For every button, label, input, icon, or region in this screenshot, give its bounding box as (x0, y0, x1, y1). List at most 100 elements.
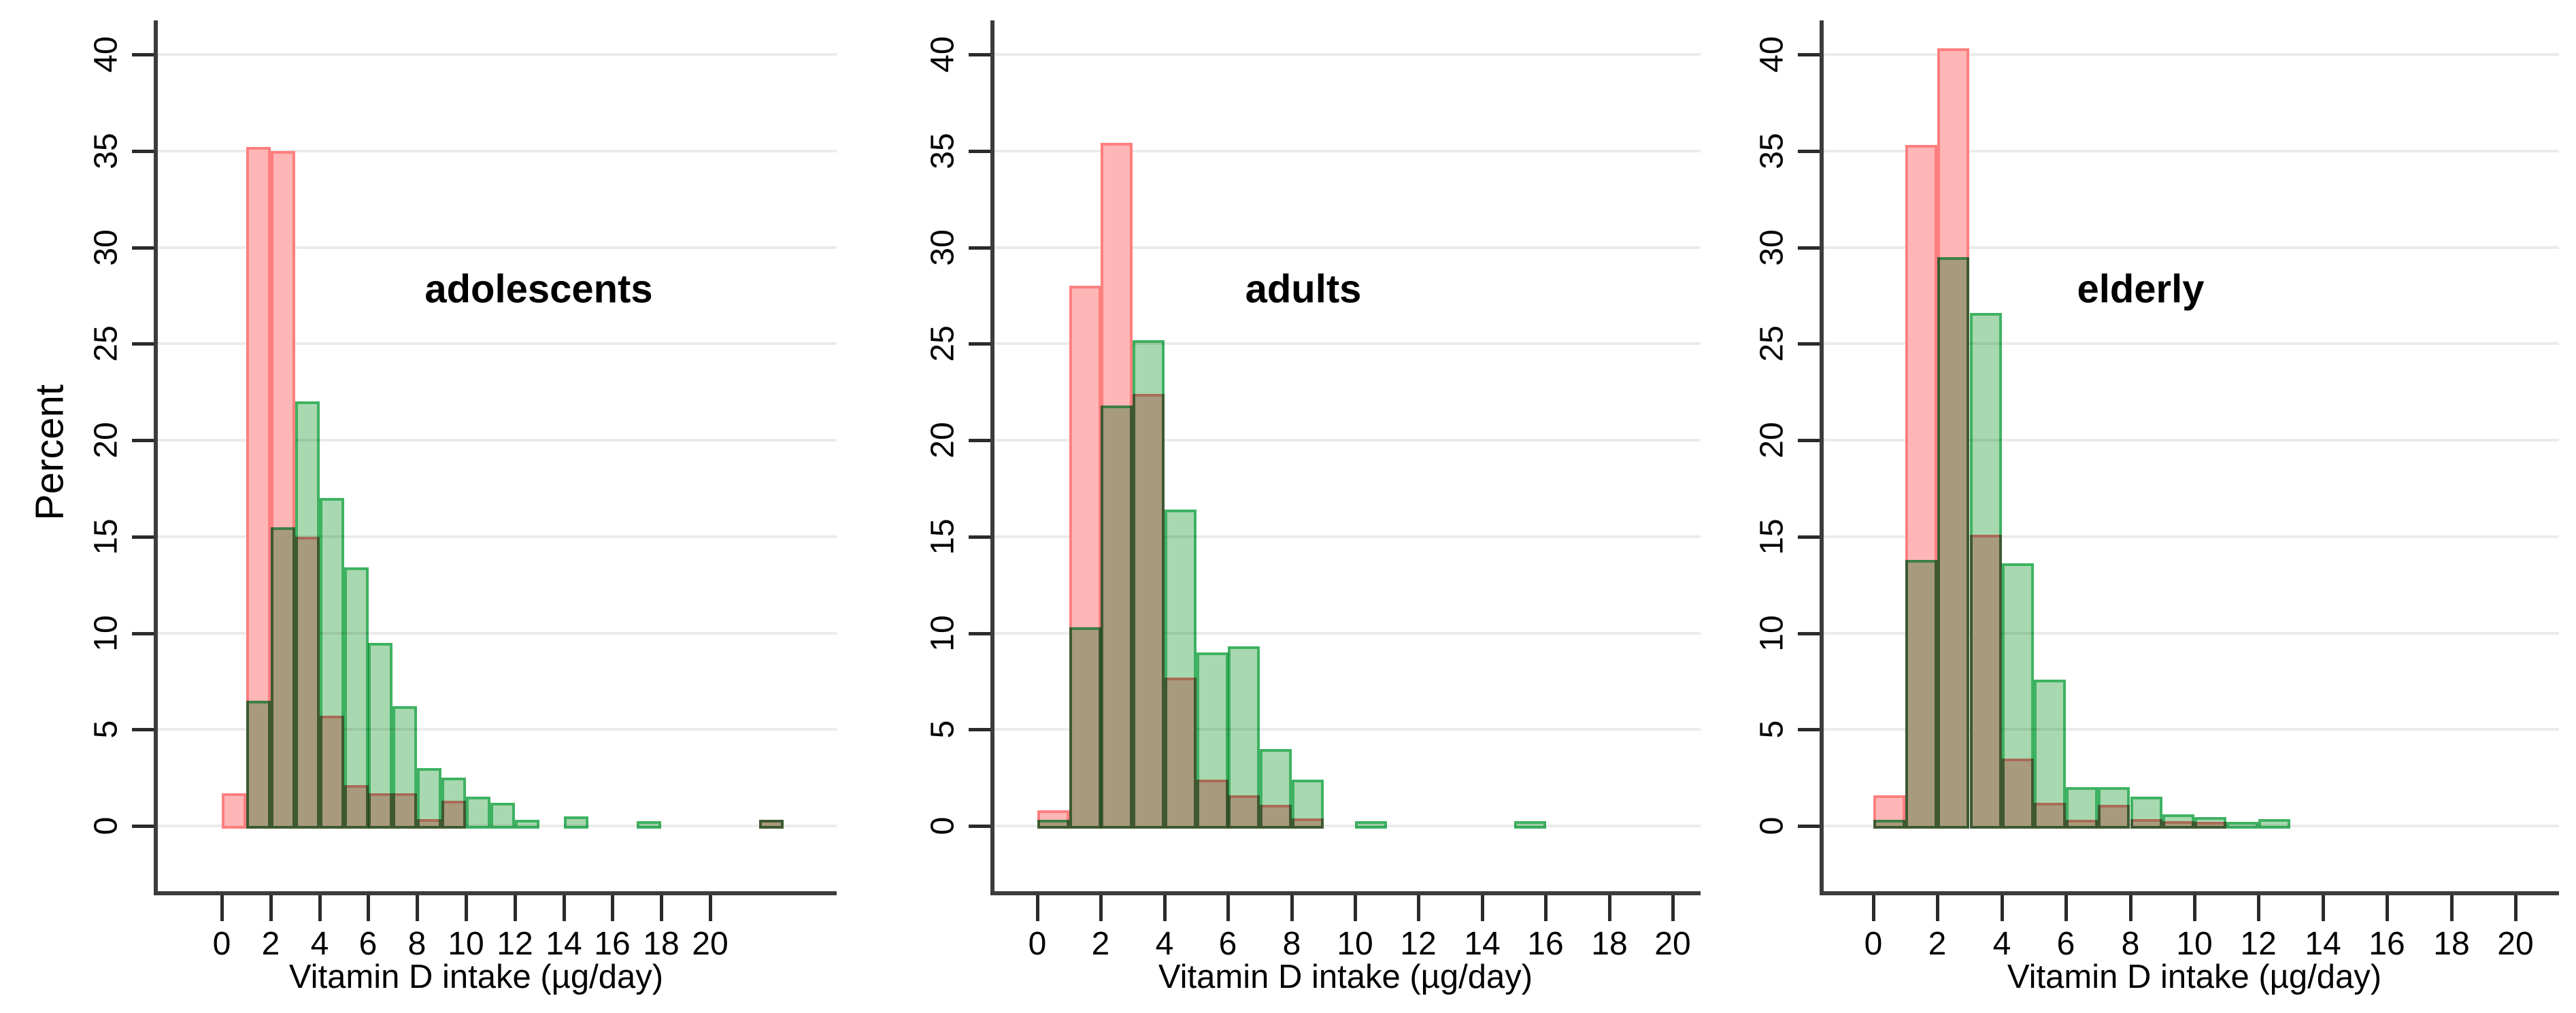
y-tick-mark (1798, 342, 1820, 346)
x-tick-label: 18 (2433, 926, 2470, 962)
y-tick-mark (132, 728, 154, 732)
y-tick-mark (1798, 825, 1820, 828)
x-tick-label: 10 (2176, 926, 2213, 962)
x-axis-line (1820, 891, 2559, 895)
green-histogram-bar (271, 527, 295, 829)
y-gridline (994, 246, 1701, 249)
x-tick-label: 0 (1864, 926, 1883, 962)
x-tick-mark (2193, 895, 2196, 921)
green-histogram-bar (1514, 821, 1546, 829)
x-tick-mark (1671, 895, 1675, 921)
x-tick-mark (1417, 895, 1420, 921)
y-gridline (1824, 439, 2559, 442)
y-gridline (1824, 728, 2559, 731)
y-tick-label: 20 (88, 422, 124, 459)
y-gridline (1824, 246, 2559, 249)
x-tick-mark (318, 895, 322, 921)
y-tick-label: 35 (924, 133, 961, 169)
green-histogram-bar (2162, 814, 2194, 829)
y-axis-line (154, 20, 158, 895)
green-histogram-bar (1292, 780, 1324, 829)
green-histogram-bar (295, 401, 320, 829)
x-tick-mark (1608, 895, 1611, 921)
x-tick-label: 8 (1282, 926, 1301, 962)
y-tick-label: 40 (1754, 36, 1790, 73)
green-histogram-bar (392, 706, 417, 829)
y-gridline (994, 535, 1701, 538)
x-tick-label: 14 (2305, 926, 2341, 962)
x-tick-mark (2450, 895, 2454, 921)
y-tick-label: 20 (924, 422, 961, 459)
x-tick-mark (2514, 895, 2518, 921)
x-tick-label: 16 (1527, 926, 1564, 962)
y-gridline (158, 631, 837, 635)
y-tick-label: 25 (1754, 325, 1790, 362)
y-tick-mark (969, 631, 990, 635)
x-tick-label: 4 (1155, 926, 1174, 962)
green-histogram-bar (564, 816, 588, 829)
x-tick-mark (416, 895, 419, 921)
green-histogram-bar (344, 567, 369, 829)
y-gridline (158, 342, 837, 346)
y-tick-mark (1798, 439, 1820, 442)
x-axis-line (990, 891, 1701, 895)
y-tick-mark (1798, 535, 1820, 539)
y-tick-mark (1798, 631, 1820, 635)
x-tick-mark (1872, 895, 1875, 921)
x-tick-mark (2129, 895, 2132, 921)
y-tick-mark (132, 246, 154, 250)
y-gridline (158, 439, 837, 442)
green-histogram-bar (1937, 257, 1969, 829)
y-gridline (1824, 342, 2559, 346)
x-tick-label: 10 (1337, 926, 1373, 962)
y-gridline (158, 728, 837, 731)
green-histogram-bar (246, 701, 271, 829)
x-tick-mark (709, 895, 712, 921)
green-histogram-bar (1228, 646, 1260, 829)
x-tick-mark (269, 895, 273, 921)
green-histogram-bar (1069, 627, 1101, 829)
green-histogram-bar (2194, 817, 2226, 829)
x-tick-mark (465, 895, 468, 921)
x-tick-mark (1099, 895, 1103, 921)
y-tick-label: 15 (1754, 518, 1790, 555)
y-tick-mark (969, 53, 990, 56)
red-histogram-bar (222, 793, 246, 829)
x-tick-label: 0 (212, 926, 231, 962)
x-tick-mark (367, 895, 370, 921)
y-gridline (994, 342, 1701, 346)
x-tick-label: 14 (546, 926, 582, 962)
green-histogram-bar (441, 778, 466, 829)
green-histogram-bar (368, 643, 392, 829)
y-tick-mark (969, 825, 990, 828)
x-tick-mark (1936, 895, 1939, 921)
x-tick-label: 20 (1654, 926, 1691, 962)
green-histogram-bar (2130, 797, 2162, 829)
y-axis-title: Percent (27, 384, 72, 520)
y-gridline (994, 439, 1701, 442)
green-histogram-bar (1133, 340, 1165, 829)
x-tick-label: 2 (1091, 926, 1110, 962)
y-gridline (158, 246, 837, 249)
y-tick-label: 0 (88, 816, 124, 835)
green-histogram-bar (1873, 820, 1905, 829)
green-histogram-bar (1037, 820, 1069, 829)
y-axis-line (990, 20, 994, 895)
x-tick-label: 18 (643, 926, 680, 962)
x-axis-line (154, 891, 837, 895)
green-histogram-bar (2066, 787, 2098, 829)
y-tick-label: 30 (924, 229, 961, 266)
y-tick-label: 40 (88, 36, 124, 73)
x-tick-mark (1163, 895, 1167, 921)
x-tick-mark (2257, 895, 2260, 921)
y-tick-label: 25 (924, 325, 961, 362)
y-tick-mark (132, 631, 154, 635)
x-tick-label: 20 (2497, 926, 2534, 962)
x-tick-label: 18 (1591, 926, 1628, 962)
green-histogram-bar (1970, 313, 2002, 829)
x-tick-mark (1290, 895, 1294, 921)
y-tick-mark (969, 439, 990, 442)
y-tick-label: 20 (1754, 422, 1790, 459)
y-tick-mark (969, 535, 990, 539)
